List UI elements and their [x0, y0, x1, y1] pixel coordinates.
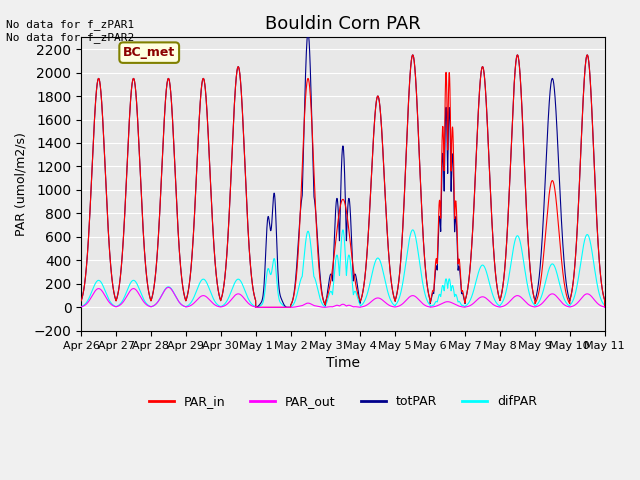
Legend: PAR_in, PAR_out, totPAR, difPAR: PAR_in, PAR_out, totPAR, difPAR [143, 390, 542, 413]
Y-axis label: PAR (umol/m2/s): PAR (umol/m2/s) [15, 132, 28, 236]
Text: No data for f_zPAR1
No data for f_zPAR2: No data for f_zPAR1 No data for f_zPAR2 [6, 19, 134, 43]
Title: Bouldin Corn PAR: Bouldin Corn PAR [265, 15, 420, 33]
Text: BC_met: BC_met [123, 46, 175, 59]
X-axis label: Time: Time [326, 356, 360, 370]
